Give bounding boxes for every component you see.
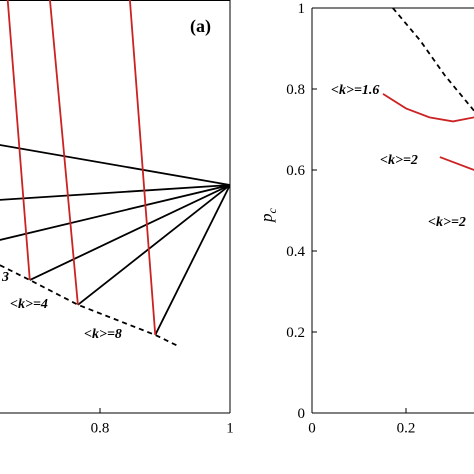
y-axis-label: pc (257, 208, 279, 224)
annotation: <k>=8 (84, 327, 122, 342)
annotation: <k>=2 (428, 215, 466, 230)
annotation: 3 (1, 270, 9, 285)
y-tick-label: 0.4 (286, 244, 305, 260)
annotation: <k>=2 (380, 153, 418, 168)
curve (0, 264, 181, 348)
curve (29, 184, 230, 281)
y-tick-label: 0.6 (286, 163, 305, 179)
curve (382, 93, 474, 123)
curve (6, 0, 31, 281)
y-tick-label: 0.2 (286, 325, 305, 341)
curve (154, 184, 230, 336)
curve (0, 184, 230, 201)
curve (0, 184, 230, 241)
y-tick-label: 0.8 (286, 82, 305, 98)
curve (77, 184, 230, 306)
annotation: <k>=1.6 (331, 83, 379, 98)
x-tick-label: 0.8 (91, 421, 110, 437)
y-tick-label: 0 (298, 406, 306, 422)
panel-label: (a) (190, 16, 211, 37)
x-tick-label: 0 (308, 421, 316, 437)
x-tick-label: 0.2 (397, 421, 416, 437)
curve (392, 8, 474, 112)
curve (129, 0, 157, 336)
curve (0, 144, 230, 186)
curve (49, 0, 79, 305)
y-tick-label: 1 (298, 1, 306, 17)
curve (439, 156, 474, 171)
x-tick-label: 1 (226, 421, 234, 437)
plot-area (382, 8, 474, 171)
plot-area (0, 0, 230, 348)
annotation: <k>=4 (10, 297, 48, 312)
